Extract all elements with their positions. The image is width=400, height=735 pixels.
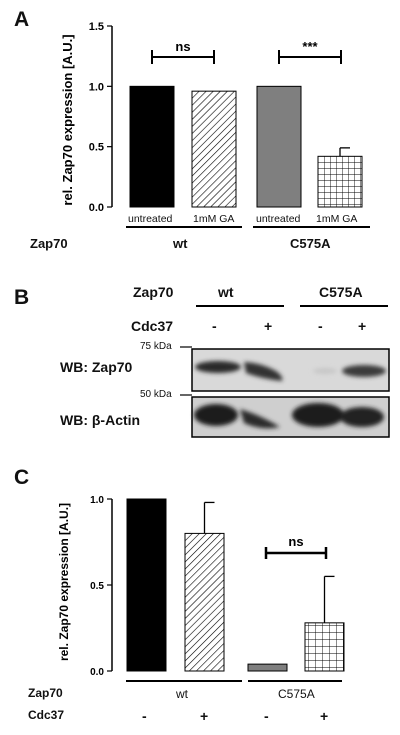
y-tick-label: 1.5 [89,21,104,33]
panel-b-letter: B [14,286,30,309]
panel-c-chart: rel. Zap70 expression [A.U.] 0.0 0.5 1.0 n… [57,495,345,678]
bar [184,532,225,672]
band [195,361,241,373]
blot-group-c575a: C575A [319,284,363,300]
cdc37-sign: + [200,708,209,724]
blot-zap70-header: Zap70 [133,284,174,300]
group-underline [253,226,370,228]
band [244,362,283,381]
band [342,365,386,377]
blot-cdc37-header: Cdc37 [131,318,174,334]
group-underline [248,680,342,682]
western-blot-image [180,346,390,438]
cdc37-sign: + [264,318,273,334]
treatment-label: untreated [128,213,173,225]
marker-50kda: 50 kDa [140,389,172,400]
group-underline [126,226,242,228]
panel-c-ylabel: rel. Zap70 expression [A.U.] [57,503,71,661]
panel-a-chart: rel. Zap70 expression [A.U.] 0.0 0.5 1.0 1.… [60,21,363,214]
y-tick-label: 0.0 [89,202,104,214]
y-tick-label: 1.0 [90,495,104,506]
y-tick-label: 0.5 [89,142,104,154]
zap70-row-label: Zap70 [30,236,68,251]
treatment-label: untreated [256,213,301,225]
blot1-label: WB: Zap70 [60,359,133,375]
bar [129,85,175,208]
bar [191,90,237,208]
y-tick-label: 0.5 [90,581,104,592]
treatment-label: 1mM GA [316,213,358,225]
cdc37-sign: + [358,318,367,334]
panel-a-letter: A [14,8,30,31]
blot2-label: WB: β-Actin [60,412,141,428]
group-underline [196,305,284,307]
significance-label: ns [175,39,190,54]
treatment-label: 1mM GA [193,213,235,225]
group-label-c575a: C575A [278,687,315,701]
zap70-row-label: Zap70 [28,686,63,700]
cdc37-sign: - [212,318,217,334]
panel-a-ylabel: rel. Zap70 expression [A.U.] [60,34,75,205]
significance-label: ns [288,534,303,549]
cdc37-sign: - [142,708,147,724]
band [194,404,238,426]
bar [247,663,288,672]
group-label-wt: wt [176,687,188,701]
group-label-wt: wt [173,236,188,251]
y-tick-label: 1.0 [89,81,104,93]
band [240,409,280,429]
cdc37-sign: + [320,708,329,724]
band [313,368,337,374]
cdc37-row-label: Cdc37 [28,708,65,722]
panel-c-letter: C [14,466,30,489]
blot-group-wt: wt [218,284,234,300]
cdc37-sign: - [264,708,269,724]
group-underline [126,680,242,682]
band [340,407,384,427]
bar [256,85,302,208]
marker-75kda: 75 kDa [140,341,172,352]
group-underline [300,305,388,307]
band [292,403,344,427]
bar [304,622,345,672]
y-tick-label: 0.0 [90,667,104,678]
cdc37-sign: - [318,318,323,334]
bar [126,498,167,672]
group-label-c575a: C575A [290,236,331,251]
significance-label: *** [302,39,318,54]
bar [317,155,363,208]
